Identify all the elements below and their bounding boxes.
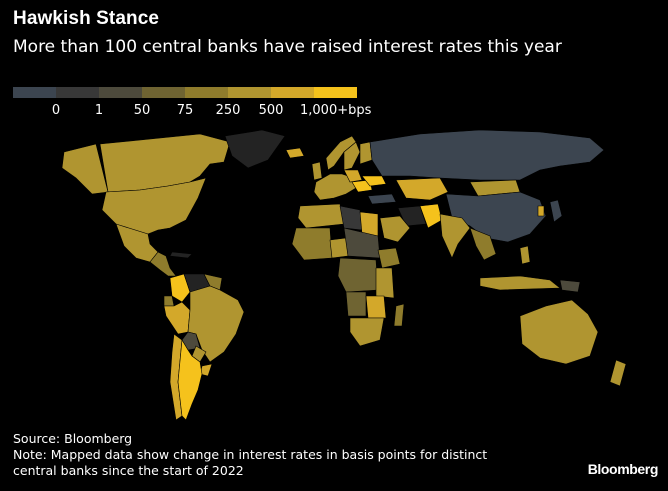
legend-swatch	[142, 87, 185, 98]
country-ethiopia	[377, 247, 401, 269]
country-bolivia	[181, 331, 201, 351]
country-zambia-zimbabwe	[365, 295, 387, 319]
country-russia	[369, 129, 605, 181]
footer: Source: Bloomberg Note: Mapped data show…	[13, 431, 487, 479]
legend: 0 1 50 75 250 500 1,000+bps	[13, 87, 371, 123]
country-colombia	[169, 273, 191, 303]
legend-swatch	[13, 87, 56, 98]
country-indonesia	[479, 275, 561, 291]
country-india	[439, 213, 471, 259]
country-hungary-romania	[351, 179, 373, 193]
country-central-africa	[337, 257, 379, 293]
legend-swatch	[185, 87, 228, 98]
legend-label: 250	[215, 103, 241, 118]
country-south-africa	[349, 317, 385, 347]
country-philippines	[519, 245, 531, 265]
country-west-africa	[291, 227, 333, 261]
legend-label: 1,000+bps	[300, 103, 372, 118]
legend-swatch	[56, 87, 99, 98]
legend-label: 500	[258, 103, 284, 118]
source-text: Source: Bloomberg	[13, 431, 133, 446]
country-saudi-arabia	[379, 215, 411, 243]
country-papua-new-guinea	[559, 279, 581, 293]
country-kazakhstan	[395, 177, 449, 201]
country-australia	[519, 299, 599, 365]
country-japan	[549, 199, 563, 223]
note-text-line-1: Note: Mapped data show change in interes…	[13, 447, 488, 462]
country-southeast-asia	[469, 227, 497, 261]
country-ukraine	[361, 175, 387, 187]
world-map	[61, 129, 627, 421]
country-greenland	[224, 129, 286, 169]
legend-swatch	[271, 87, 314, 98]
bloomberg-logo: Bloomberg	[587, 461, 659, 477]
chart-subtitle: More than 100 central banks have raised …	[13, 37, 562, 57]
note-text-line-2: central banks since the start of 2022	[13, 463, 244, 478]
country-iceland	[285, 147, 305, 159]
country-nigeria	[329, 237, 349, 259]
country-argentina	[177, 339, 203, 421]
country-libya	[339, 205, 363, 231]
legend-swatch	[314, 87, 357, 98]
country-alaska	[61, 143, 109, 195]
country-sweden	[343, 141, 361, 171]
country-new-zealand	[609, 359, 627, 387]
country-turkey	[367, 193, 397, 205]
legend-swatch	[99, 87, 142, 98]
country-peru	[163, 301, 191, 335]
country-korea	[537, 205, 545, 217]
country-poland	[343, 169, 363, 183]
legend-label: 1	[94, 103, 104, 118]
country-euro-area	[313, 173, 357, 201]
country-central-america	[149, 251, 177, 277]
legend-label: 50	[133, 103, 151, 118]
country-ecuador	[163, 295, 175, 307]
country-madagascar	[393, 303, 405, 327]
chart-title: Hawkish Stance	[13, 8, 160, 29]
legend-color-scale	[13, 87, 357, 98]
legend-swatch	[228, 87, 271, 98]
country-angola	[345, 291, 367, 317]
legend-label: 0	[51, 103, 61, 118]
country-kenya-tanzania	[375, 267, 395, 299]
country-united-kingdom	[311, 161, 323, 181]
country-cuba	[169, 251, 193, 259]
country-canada	[99, 133, 231, 193]
country-morocco-algeria	[297, 203, 345, 229]
legend-label: 75	[176, 103, 194, 118]
